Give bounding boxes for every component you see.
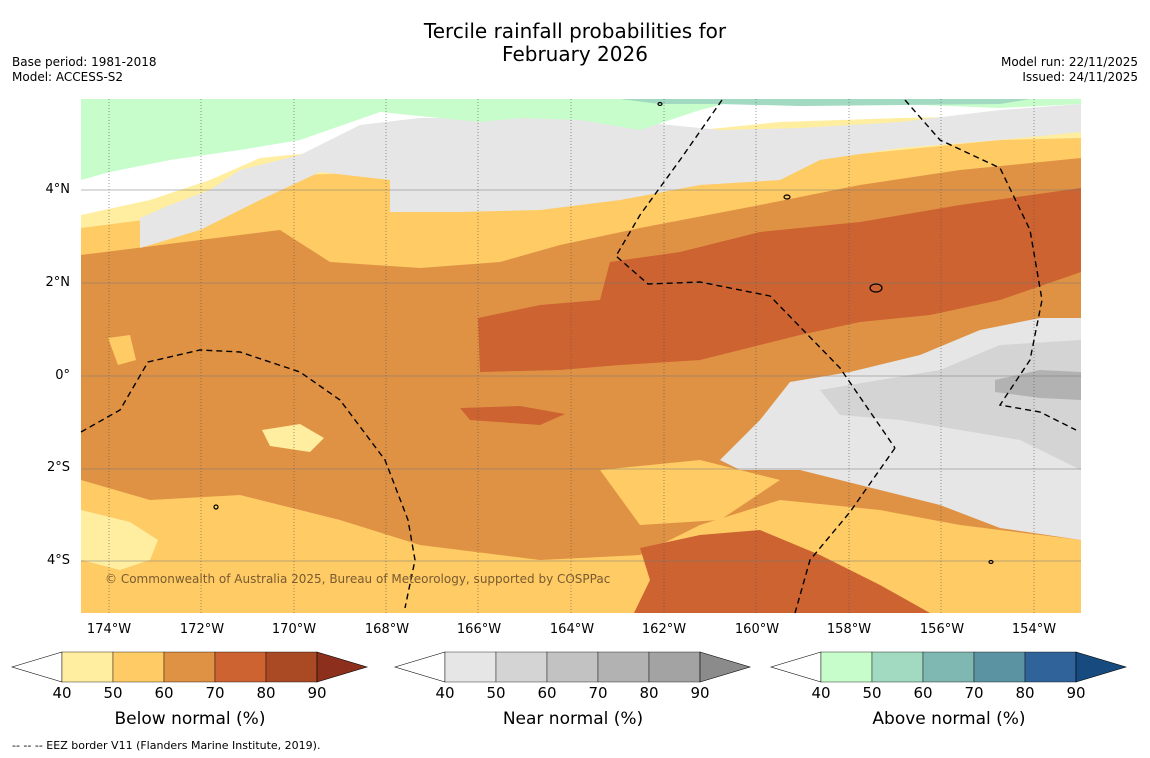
model-run: Model run: 22/11/2025 (1000, 55, 1138, 69)
lat-label: 2°N (45, 275, 71, 290)
colorbar-segment (973, 651, 1026, 683)
colorbar-tick: 90 (307, 684, 327, 702)
colorbar-extend-low (769, 651, 822, 683)
region-below-40-center (262, 424, 324, 452)
colorbar-tick: 50 (486, 684, 506, 702)
lon-label: 172°W (179, 622, 225, 637)
islands (213, 101, 994, 565)
colorbar-extend-high (699, 651, 752, 683)
lon-label: 160°W (734, 622, 780, 637)
map-title-line1: Tercile rainfall probabilities for (423, 19, 727, 43)
region-below-70-center (460, 406, 565, 425)
lon-label: 162°W (641, 622, 687, 637)
base-period: Base period: 1981-2018 (12, 55, 157, 69)
colorbar-segment (922, 651, 975, 683)
colorbar-title: Near normal (%) (502, 709, 644, 729)
lon-label: 168°W (364, 622, 410, 637)
island-tabuaeran (783, 194, 791, 200)
colorbar-tick: 80 (256, 684, 276, 702)
colorbar-extend-low (10, 651, 63, 683)
issued-date: Issued: 24/11/2025 (1022, 70, 1138, 84)
metadata-left: Base period: 1981-2018 Model: ACCESS-S2 (12, 55, 157, 85)
colorbar-tick: 90 (690, 684, 710, 702)
lat-label: 4°N (45, 182, 71, 197)
region-below-70-northeast (478, 188, 1081, 372)
colorbar-tick: 80 (1015, 684, 1035, 702)
island-small-1 (213, 504, 219, 510)
lon-label: 158°W (826, 622, 872, 637)
lon-label: 164°W (549, 622, 595, 637)
colorbar-tick: 50 (103, 684, 123, 702)
colorbar-extend-high (316, 651, 369, 683)
colorbars (10, 651, 1128, 683)
model-name: Model: ACCESS-S2 (12, 70, 124, 84)
colorbar-extend-high (1075, 651, 1128, 683)
lon-label: 166°W (456, 622, 502, 637)
colorbar-tick: 40 (811, 684, 831, 702)
colorbar-segment (214, 651, 267, 683)
colorbar-tick: 60 (537, 684, 557, 702)
colorbar-segment (648, 651, 701, 683)
colorbar-tick: 60 (913, 684, 933, 702)
colorbar-tick: 70 (205, 684, 225, 702)
eez-border-west (80, 349, 416, 609)
colorbar-tick: 50 (862, 684, 882, 702)
colorbar-segment (1024, 651, 1077, 683)
island-kiritimati (869, 283, 883, 293)
region-near-60-southeast (995, 370, 1081, 400)
region-near-50-southeast (820, 340, 1081, 470)
colorbar-segment (495, 651, 548, 683)
colorbar-title: Below normal (%) (114, 709, 266, 729)
region-below-50-island (108, 335, 136, 365)
lat-label: 4°S (46, 553, 70, 568)
region-near-40-north (140, 104, 1081, 248)
eez-footnote: -- -- -- EEZ border V11 (Flanders Marine… (12, 739, 321, 752)
colorbar-tick: 90 (1066, 684, 1086, 702)
lat-label: 0° (55, 368, 70, 383)
colorbar-segment (444, 651, 497, 683)
colorbar-segment (61, 651, 114, 683)
region-above-40-north (81, 99, 1081, 180)
metadata-right: Model run: 22/11/2025 Issued: 24/11/2025 (1001, 55, 1138, 85)
map-title-line2: February 2026 (502, 42, 648, 66)
region-above-50-north (620, 99, 1030, 106)
lat-label: 2°S (46, 460, 70, 475)
colorbar-tick: 70 (964, 684, 984, 702)
island-small-2 (657, 101, 663, 107)
eez-borders (80, 99, 1077, 614)
colorbar-tick: 80 (639, 684, 659, 702)
region-below-70-south (634, 530, 930, 613)
colorbar-tick: 40 (52, 684, 72, 702)
colorbar-segment (546, 651, 599, 683)
colorbar-tick: 40 (435, 684, 455, 702)
lon-label: 156°W (919, 622, 965, 637)
map-gridlines (81, 99, 1081, 613)
colorbar-tick: 70 (588, 684, 608, 702)
copyright-notice: © Commonwealth of Australia 2025, Bureau… (105, 572, 611, 586)
lon-label: 174°W (86, 622, 132, 637)
colorbar-segment (820, 651, 873, 683)
colorbar-title: Above normal (%) (872, 709, 1026, 729)
map-fill-layer (81, 99, 1081, 613)
region-below-50-southeast (600, 460, 780, 525)
eez-border-north (615, 99, 896, 449)
colorbar-tick: 60 (154, 684, 174, 702)
colorbar-segment (163, 651, 216, 683)
region-below-40-southwest (81, 510, 158, 570)
colorbar-segment (265, 651, 318, 683)
island-small-3 (988, 559, 994, 565)
colorbar-segment (871, 651, 924, 683)
colorbar-segment (597, 651, 650, 683)
eez-border-east (904, 99, 1077, 431)
lon-label: 170°W (271, 622, 317, 637)
colorbar-segment (112, 651, 165, 683)
lon-label: 154°W (1011, 622, 1057, 637)
colorbar-extend-low (393, 651, 446, 683)
